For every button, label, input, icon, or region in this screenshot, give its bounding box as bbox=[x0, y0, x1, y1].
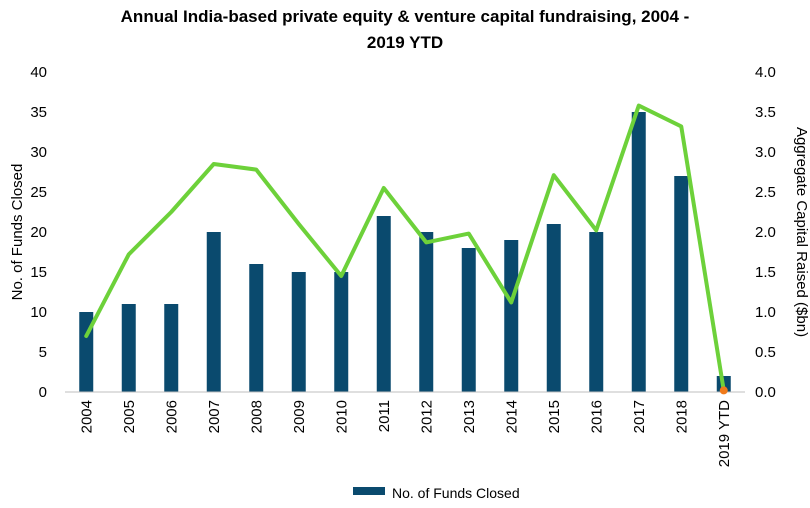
y-tick-label: 25 bbox=[30, 184, 47, 201]
y-right-tick-label: 3.0 bbox=[755, 144, 776, 161]
bar-2007 bbox=[206, 232, 221, 392]
x-tick-label: 2004 bbox=[78, 400, 95, 433]
y-right-tick-label: 0.5 bbox=[755, 344, 776, 361]
y-right-tick-label: 2.0 bbox=[755, 224, 776, 241]
y-right-tick-label: 3.5 bbox=[755, 104, 776, 121]
legend-swatch bbox=[353, 487, 385, 495]
bar-2010 bbox=[334, 272, 349, 392]
bar-2009 bbox=[291, 272, 306, 392]
bar-2006 bbox=[164, 304, 179, 392]
y-right-tick-label: 1.0 bbox=[755, 304, 776, 321]
bar-2013 bbox=[461, 248, 476, 392]
x-tick-label: 2009 bbox=[291, 400, 308, 433]
x-tick-label: 2008 bbox=[248, 400, 265, 433]
x-tick-label: 2011 bbox=[376, 400, 393, 432]
y-right-tick-label: 0.0 bbox=[755, 384, 776, 401]
y-right-tick-label: 4.0 bbox=[755, 64, 776, 81]
bar-2016 bbox=[589, 232, 604, 392]
bar-2008 bbox=[249, 264, 264, 392]
chart-title-line-1: Annual India-based private equity & vent… bbox=[120, 7, 690, 26]
bar-2014 bbox=[504, 240, 519, 392]
x-tick-label: 2015 bbox=[546, 400, 563, 433]
legend-label: No. of Funds Closed bbox=[392, 485, 520, 501]
line-end-marker bbox=[719, 386, 728, 395]
y-tick-label: 40 bbox=[30, 64, 47, 81]
bar-2012 bbox=[419, 232, 434, 392]
bar-2011 bbox=[376, 216, 391, 392]
y-tick-label: 20 bbox=[30, 224, 47, 241]
chart-title: Annual India-based private equity & vent… bbox=[40, 4, 770, 56]
chart-title-line-2: 2019 YTD bbox=[366, 33, 444, 52]
y-tick-label: 30 bbox=[30, 144, 47, 161]
bar-2018 bbox=[674, 176, 689, 392]
y-tick-label: 10 bbox=[30, 304, 47, 321]
x-tick-label: 2013 bbox=[461, 400, 478, 433]
x-tick-label: 2014 bbox=[503, 400, 520, 433]
x-tick-label: 2010 bbox=[333, 400, 350, 433]
y-right-tick-label: 1.5 bbox=[755, 264, 776, 281]
bar-2017 bbox=[631, 112, 646, 392]
x-tick-label: 2016 bbox=[588, 400, 605, 433]
x-tick-label: 2017 bbox=[631, 400, 648, 433]
x-tick-label: 2012 bbox=[418, 400, 435, 433]
y-right-axis-title: Aggregate Capital Raised ($bn) bbox=[793, 127, 810, 337]
y-tick-label: 0 bbox=[39, 384, 47, 401]
y-axis-title: No. of Funds Closed bbox=[9, 164, 26, 301]
y-right-tick-label: 2.5 bbox=[755, 184, 776, 201]
capital-raised-line bbox=[84, 103, 726, 393]
x-tick-label: 2007 bbox=[206, 400, 223, 433]
x-tick-label: 2005 bbox=[121, 400, 138, 433]
x-tick-label: 2019 YTD bbox=[716, 400, 733, 467]
y-tick-label: 35 bbox=[30, 104, 47, 121]
y-tick-label: 5 bbox=[39, 344, 47, 361]
y-tick-label: 15 bbox=[30, 264, 47, 281]
bar-2015 bbox=[546, 224, 561, 392]
x-tick-label: 2018 bbox=[673, 400, 690, 433]
bar-2005 bbox=[121, 304, 136, 392]
x-tick-label: 2006 bbox=[163, 400, 180, 433]
